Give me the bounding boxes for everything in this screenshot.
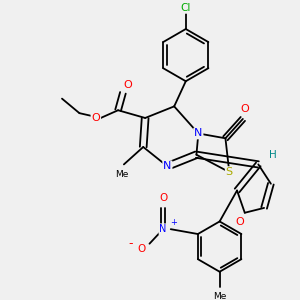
Text: N: N [194,128,202,139]
Text: H: H [269,150,277,160]
Text: O: O [138,244,146,254]
Text: O: O [123,80,132,90]
Text: O: O [159,193,167,203]
Text: Me: Me [213,292,226,300]
Text: N: N [159,224,167,234]
Text: Cl: Cl [181,3,191,13]
Text: O: O [240,104,249,114]
Text: -: - [128,237,132,250]
Text: O: O [92,113,100,123]
Text: N: N [163,161,172,171]
Text: Me: Me [115,169,129,178]
Text: +: + [170,218,177,227]
Text: O: O [236,218,244,227]
Text: S: S [226,167,233,177]
